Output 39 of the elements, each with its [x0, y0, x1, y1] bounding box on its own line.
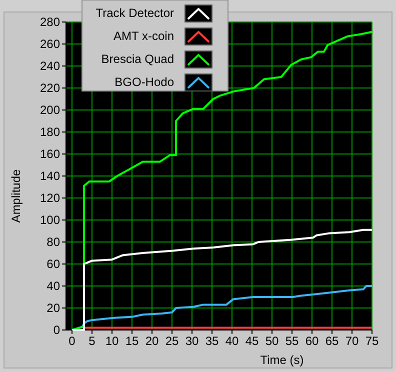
legend-label: Track Detector	[96, 6, 174, 20]
x-tick-label: 30	[185, 334, 199, 348]
x-tick-label: 40	[225, 334, 239, 348]
legend-label: BGO-Hodo	[114, 75, 174, 89]
y-tick-label: 160	[40, 147, 60, 161]
line-series	[71, 228, 373, 331]
y-tick-label: 40	[46, 279, 60, 293]
y-tick-label: 220	[40, 81, 60, 95]
x-tick-label: 15	[125, 334, 139, 348]
y-tick-label: 120	[40, 191, 60, 205]
y-axis-title: Amplitude	[9, 169, 23, 223]
x-tick-label: 65	[325, 334, 339, 348]
y-tick-label: 80	[46, 235, 60, 249]
x-tick-label: 5	[88, 334, 96, 348]
line-series	[71, 285, 373, 331]
y-tick-label: 60	[46, 257, 60, 271]
x-tick-label: 75	[365, 334, 379, 348]
x-axis-title: Time (s)	[260, 353, 304, 367]
y-tick-label: 200	[40, 103, 60, 117]
legend-label: Brescia Quad	[101, 52, 174, 66]
y-tick-label: 100	[40, 213, 60, 227]
x-tick-label: 35	[205, 334, 219, 348]
x-tick-label: 45	[245, 334, 259, 348]
x-tick-label: 20	[145, 334, 159, 348]
y-tick-label: 140	[40, 169, 60, 183]
y-tick-label: 260	[40, 37, 60, 51]
x-tick-label: 50	[265, 334, 279, 348]
legend-label: AMT x-coin	[114, 29, 174, 43]
y-tick-label: 240	[40, 59, 60, 73]
x-tick-label: 55	[285, 334, 299, 348]
x-tick-label: 70	[345, 334, 359, 348]
y-tick-label: 280	[40, 15, 60, 29]
x-tick-label: 60	[305, 334, 319, 348]
y-tick-label: 0	[53, 323, 60, 337]
y-tick-label: 180	[40, 125, 60, 139]
x-tick-label: 25	[165, 334, 179, 348]
x-tick-label: 0	[68, 334, 76, 348]
y-tick-label: 20	[46, 301, 60, 315]
x-tick-label: 10	[105, 334, 119, 348]
